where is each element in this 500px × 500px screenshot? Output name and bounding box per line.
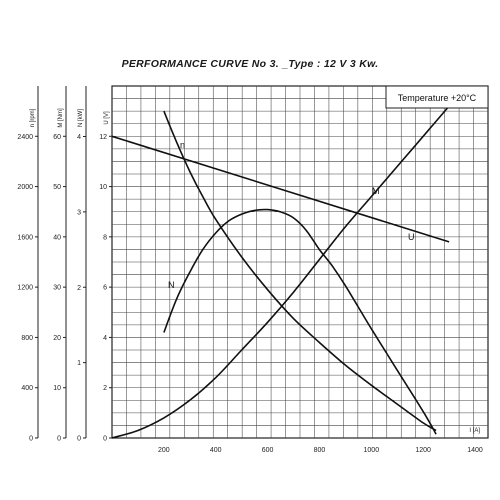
x-tick-label: 1200 (415, 447, 431, 454)
grid (111, 85, 489, 439)
curve-n-label: n (180, 140, 185, 150)
axis-n-rpm-label: n [rpm] (30, 108, 36, 127)
curve-u-label: U (408, 232, 415, 242)
axis-u-v-tick-label: 12 (99, 134, 107, 141)
x-tick-label: 600 (262, 447, 274, 454)
axis-n-kw-tick-label: 3 (77, 209, 81, 216)
axis-n-rpm-tick-label: 800 (21, 335, 33, 342)
axis-n-kw-label: N [kW] (78, 109, 84, 127)
x-axis-label: I [A] (469, 428, 480, 434)
axis-n-rpm-tick-label: 1200 (17, 285, 33, 292)
curve-m (111, 105, 450, 439)
axis-u-v-tick-label: 6 (103, 285, 107, 292)
axis-u-v-tick-label: 2 (103, 385, 107, 392)
axis-m-nm-tick-label: 50 (53, 184, 61, 191)
axis-m-nm-label: M [Nm] (58, 108, 64, 128)
axis-n-kw-tick-label: 1 (77, 360, 81, 367)
axis-m-nm-tick-label: 10 (53, 385, 61, 392)
axis-m-nm-tick-label: 30 (53, 285, 61, 292)
axis-u-v-tick-label: 4 (103, 335, 107, 342)
axis-u-v-tick-label: 8 (103, 234, 107, 241)
x-tick-label: 1400 (467, 447, 483, 454)
curve-u (111, 135, 450, 243)
temperature-box (385, 85, 489, 109)
x-tick-label: 800 (314, 447, 326, 454)
axis-m-nm-tick-label: 60 (53, 134, 61, 141)
axis-n-kw-tick-label: 0 (77, 436, 81, 443)
x-tick-label: 1000 (364, 447, 380, 454)
axis-n-rpm-tick-label: 1600 (17, 234, 33, 241)
curve-m-label: M (372, 186, 380, 196)
axis-m-nm-tick-label: 20 (53, 335, 61, 342)
axis-m-nm-tick-label: 40 (53, 234, 61, 241)
axis-u-v-tick-label: 10 (99, 184, 107, 191)
curve-n (163, 110, 437, 432)
axis-n-rpm-tick-label: 2000 (17, 184, 33, 191)
x-tick-label: 400 (210, 447, 222, 454)
axis-n-rpm-tick-label: 0 (29, 436, 33, 443)
chart-title: PERFORMANCE CURVE No 3. _Type : 12 V 3 K… (121, 58, 379, 70)
axis-n-kw-tick-label: 2 (77, 285, 81, 292)
axes (35, 86, 112, 439)
temperature-label: Temperature +20°C (398, 93, 477, 103)
axis-u-v-label: U [V] (104, 111, 110, 125)
x-tick-label: 200 (158, 447, 170, 454)
axis-n-rpm-tick-label: 2400 (17, 134, 33, 141)
curve-power-n-label: N (168, 280, 175, 290)
axis-n-rpm-tick-label: 400 (21, 385, 33, 392)
curve-power-n (163, 208, 437, 435)
axis-u-v-tick-label: 0 (103, 436, 107, 443)
axis-m-nm-tick-label: 0 (57, 436, 61, 443)
curves (111, 105, 450, 439)
axis-n-kw-tick-label: 4 (77, 134, 81, 141)
